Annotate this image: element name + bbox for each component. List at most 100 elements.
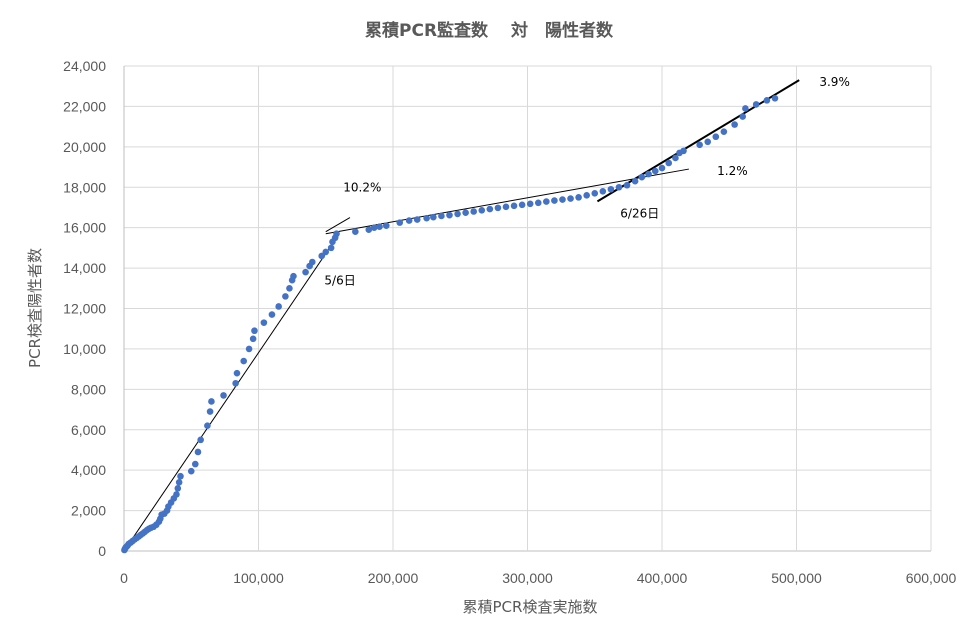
y-axis-title: PCR検査陽性者数	[26, 248, 44, 368]
data-point	[720, 128, 728, 135]
data-point	[233, 369, 241, 377]
data-point	[204, 422, 211, 430]
data-point	[607, 185, 615, 193]
data-point	[631, 177, 639, 185]
y-tick-label: 22,000	[63, 98, 106, 114]
data-point	[206, 408, 214, 415]
data-point	[251, 327, 258, 335]
data-point	[173, 491, 180, 498]
data-point	[494, 204, 502, 212]
data-point	[260, 319, 268, 326]
data-point	[322, 248, 330, 256]
y-tick-label: 18,000	[63, 179, 106, 195]
data-point	[286, 284, 293, 292]
y-tick-label: 16,000	[63, 220, 106, 236]
data-point	[240, 357, 248, 365]
annotation-label: 6/26日	[620, 207, 659, 221]
x-tick-label: 200,000	[368, 570, 419, 586]
data-point	[510, 202, 518, 210]
trend-line	[325, 217, 351, 233]
data-point	[559, 196, 566, 203]
data-point	[430, 213, 437, 221]
data-point	[376, 223, 383, 230]
annotation-label: 1.2%	[717, 164, 748, 178]
data-point	[187, 467, 195, 475]
data-points	[121, 95, 779, 554]
x-tick-label: 400,000	[637, 570, 688, 586]
data-point	[174, 485, 182, 492]
data-point	[575, 194, 582, 201]
data-point	[615, 183, 623, 191]
data-point	[275, 303, 282, 310]
annotations: 5/6日 10.2% 6/26日 1.2% 3.9%	[324, 75, 849, 287]
data-point	[502, 203, 510, 211]
data-point	[405, 217, 413, 224]
data-point	[583, 192, 590, 199]
data-point	[191, 460, 199, 468]
data-point	[370, 224, 378, 231]
data-point	[680, 147, 687, 155]
tick-labels: 0 2,000 4,000 6,000 8,000 10,000 12,000 14,000 1…	[63, 58, 956, 586]
data-point	[249, 335, 257, 343]
y-tick-label: 24,000	[63, 58, 106, 74]
data-point	[704, 138, 712, 146]
data-point	[696, 141, 703, 149]
data-point	[742, 105, 749, 112]
data-point	[290, 272, 297, 280]
data-point	[526, 200, 534, 208]
x-axis-title: 累積PCR検査実施数	[463, 598, 598, 616]
x-tick-label: 100,000	[233, 570, 284, 586]
data-point	[462, 209, 469, 217]
data-point	[446, 211, 453, 219]
data-point	[327, 244, 335, 252]
trend-line	[123, 233, 340, 552]
data-point	[220, 392, 227, 399]
data-point	[486, 205, 494, 213]
trend-lines	[123, 79, 800, 552]
data-point	[194, 448, 202, 456]
data-point	[423, 214, 430, 222]
y-tick-label: 12,000	[63, 301, 106, 317]
data-point	[282, 293, 289, 300]
data-point	[771, 95, 779, 102]
annotation-label: 5/6日	[324, 273, 355, 287]
data-point	[413, 216, 421, 223]
data-point	[365, 226, 373, 233]
data-point	[623, 181, 631, 189]
data-point	[591, 190, 599, 197]
x-tick-label: 600,000	[906, 570, 957, 586]
data-point	[309, 258, 316, 266]
data-point	[245, 345, 253, 353]
y-tick-label: 14,000	[63, 260, 106, 276]
data-point	[232, 379, 239, 387]
data-point	[731, 121, 738, 128]
data-point	[382, 222, 390, 229]
data-point	[438, 212, 445, 220]
data-point	[658, 164, 666, 172]
data-point	[665, 159, 673, 167]
data-point	[543, 198, 550, 205]
y-tick-label: 6,000	[71, 422, 106, 438]
data-point	[177, 472, 184, 480]
data-point	[197, 436, 204, 444]
y-tick-label: 8,000	[71, 381, 106, 397]
data-point	[268, 311, 276, 318]
x-tick-label: 500,000	[771, 570, 822, 586]
data-point	[739, 113, 746, 120]
data-point	[651, 167, 659, 175]
data-point	[175, 478, 183, 486]
data-point	[318, 252, 326, 260]
data-point	[567, 195, 574, 202]
data-point	[208, 398, 215, 405]
gridlines	[123, 65, 932, 552]
data-point	[454, 210, 461, 218]
data-point	[638, 173, 646, 181]
data-point	[396, 219, 404, 226]
data-point	[752, 101, 760, 108]
data-point	[763, 97, 771, 104]
data-point	[302, 268, 309, 276]
data-point	[470, 208, 478, 215]
data-point	[333, 230, 340, 238]
data-point	[645, 170, 652, 178]
